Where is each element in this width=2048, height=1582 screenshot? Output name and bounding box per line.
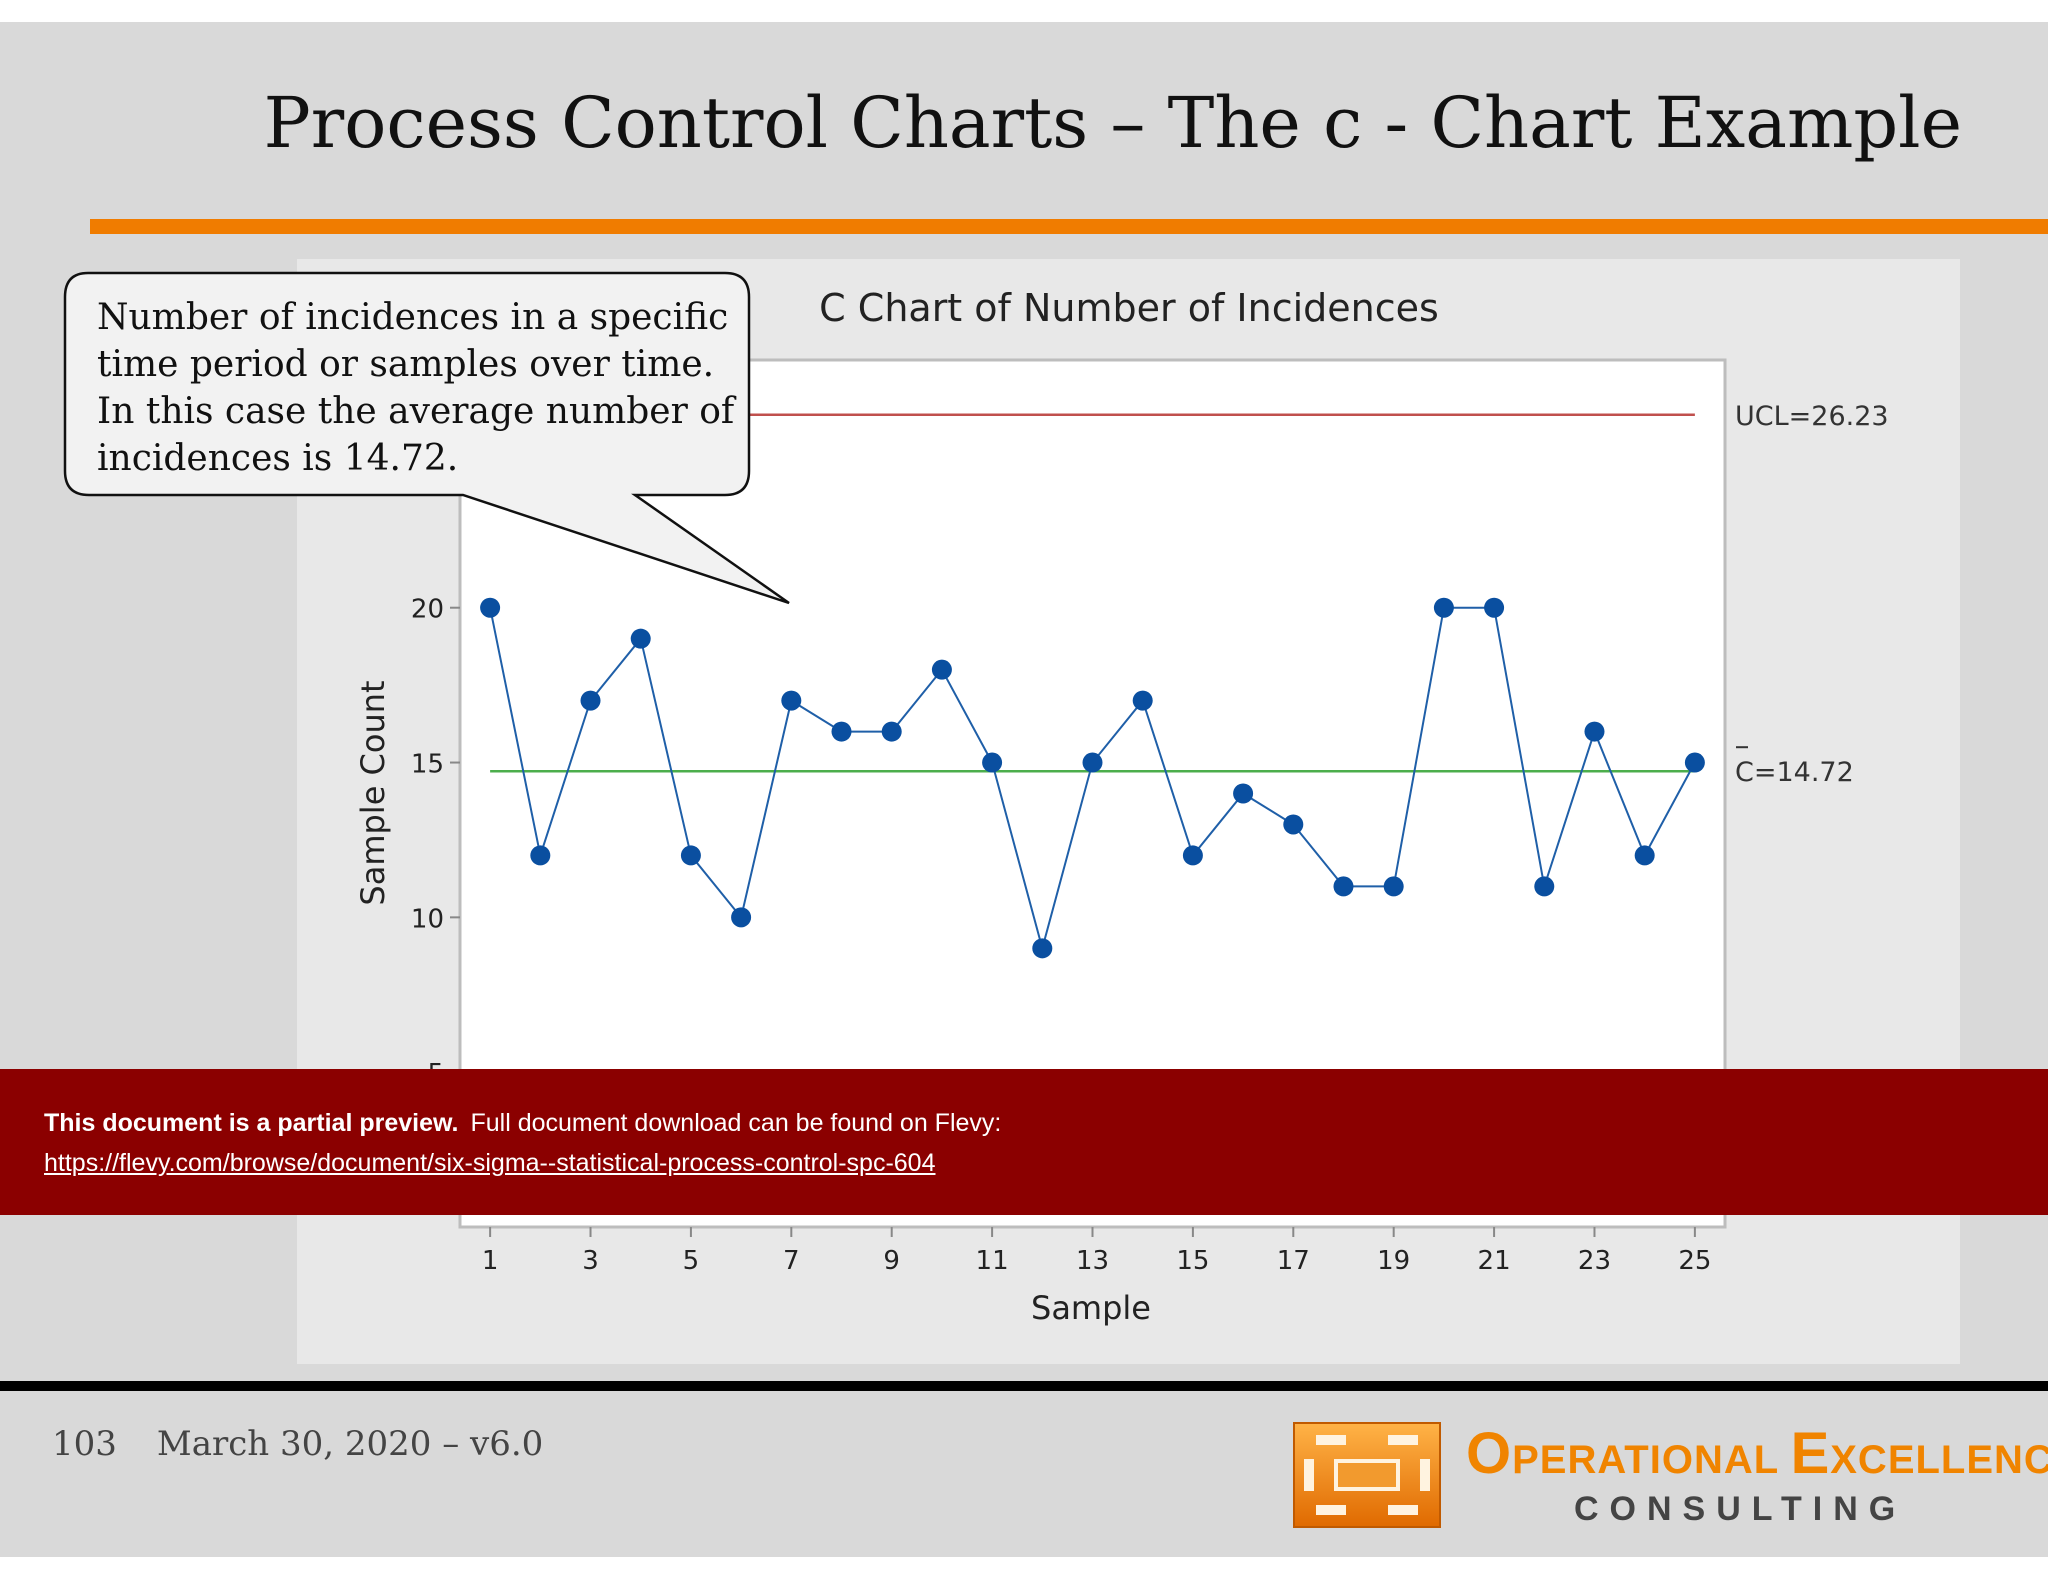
center-line-label: C=14.72	[1735, 757, 1854, 788]
data-point-6	[731, 907, 752, 928]
callout-text: Number of incidences in a specific time …	[97, 297, 735, 479]
data-point-4	[630, 628, 651, 649]
data-point-14	[1132, 690, 1153, 711]
logo-line-2: CONSULTING	[1574, 1490, 1907, 1528]
data-point-9	[881, 721, 902, 742]
banner-message: This document is a partial preview. Full …	[44, 1109, 1001, 1138]
y-tick-label-15: 15	[411, 750, 444, 780]
data-point-1	[480, 597, 501, 618]
data-point-3	[580, 690, 601, 711]
y-tick-label-10: 10	[411, 904, 444, 934]
callout-bubble	[63, 271, 790, 605]
x-tick-label-21: 21	[1478, 1246, 1511, 1276]
data-point-12	[1032, 938, 1053, 959]
page-number: 103	[52, 1424, 117, 1464]
data-point-18	[1333, 876, 1354, 897]
data-point-7	[781, 690, 802, 711]
date-version: March 30, 2020 – v6.0	[156, 1424, 544, 1464]
x-tick-label-5: 5	[683, 1246, 700, 1276]
x-axis-label: Sample	[1031, 1289, 1151, 1327]
data-point-23	[1584, 721, 1605, 742]
data-point-20	[1433, 597, 1454, 618]
banner-bold-text: This document is a partial preview.	[44, 1109, 459, 1137]
x-tick-label-9: 9	[883, 1246, 900, 1276]
x-tick-label-11: 11	[976, 1246, 1009, 1276]
data-point-24	[1634, 845, 1655, 866]
x-tick-label-19: 19	[1377, 1246, 1410, 1276]
data-point-15	[1182, 845, 1203, 866]
x-tick-label-23: 23	[1578, 1246, 1611, 1276]
x-tick-label-3: 3	[582, 1246, 599, 1276]
y-axis-label: Sample Count	[354, 680, 392, 905]
x-tick-label-7: 7	[783, 1246, 800, 1276]
data-point-2	[530, 845, 551, 866]
x-tick-label-15: 15	[1176, 1246, 1209, 1276]
data-point-19	[1383, 876, 1404, 897]
x-tick-label-13: 13	[1076, 1246, 1109, 1276]
data-point-10	[931, 659, 952, 680]
slide-title: Process Control Charts – The c - Chart E…	[263, 82, 1962, 164]
data-point-5	[680, 845, 701, 866]
data-point-22	[1534, 876, 1555, 897]
y-tick-label-20: 20	[411, 595, 444, 625]
footer-divider	[0, 1381, 2048, 1391]
banner-text: Full document download can be found on F…	[470, 1109, 1002, 1137]
banner-download-link[interactable]: https://flevy.com/browse/document/six-si…	[44, 1149, 936, 1177]
ucl-label: UCL=26.23	[1735, 401, 1889, 432]
footer-info: 103 March 30, 2020 – v6.0	[52, 1424, 583, 1464]
title-underline	[90, 219, 2048, 234]
chart-title: C Chart of Number of Incidences	[819, 286, 1439, 330]
x-tick-label-1: 1	[482, 1246, 499, 1276]
x-tick-label-25: 25	[1678, 1246, 1711, 1276]
data-point-21	[1484, 597, 1505, 618]
company-logo-icon	[1293, 1422, 1441, 1528]
logo-line-1: OPERATIONAL EXCELLENCE	[1466, 1421, 2048, 1486]
x-tick-label-17: 17	[1277, 1246, 1310, 1276]
data-point-16	[1233, 783, 1254, 804]
data-point-25	[1684, 752, 1705, 773]
data-point-13	[1082, 752, 1103, 773]
preview-banner: This document is a partial preview. Full …	[0, 1069, 2048, 1215]
data-point-8	[831, 721, 852, 742]
data-point-17	[1283, 814, 1304, 835]
data-point-11	[982, 752, 1003, 773]
